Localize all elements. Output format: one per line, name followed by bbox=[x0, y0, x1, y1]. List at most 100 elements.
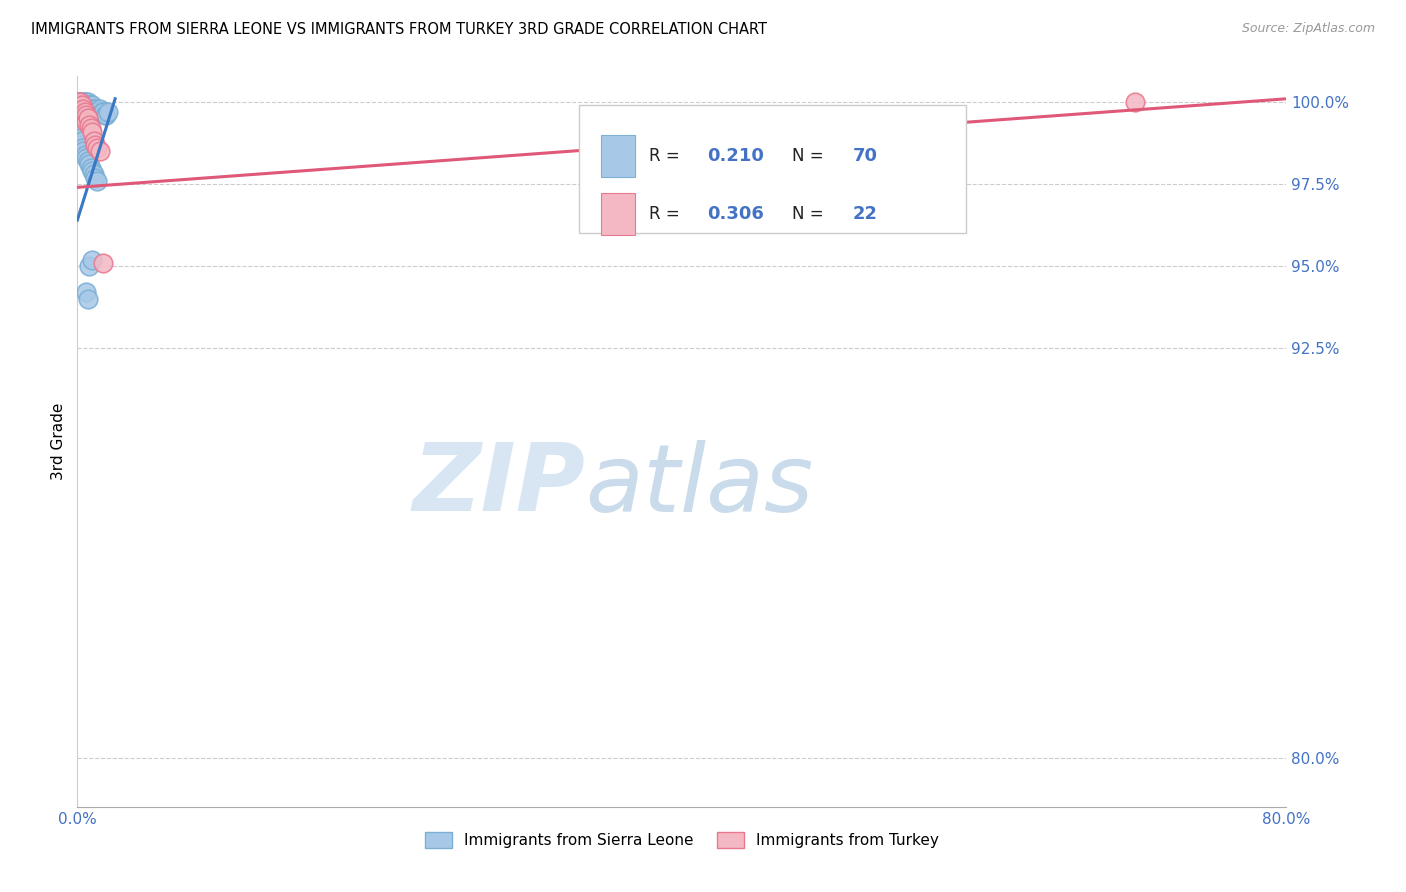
Y-axis label: 3rd Grade: 3rd Grade bbox=[51, 403, 66, 480]
Text: 0.210: 0.210 bbox=[707, 147, 765, 165]
Text: N =: N = bbox=[792, 205, 828, 223]
Point bbox=[79, 157, 101, 171]
Point bbox=[69, 95, 91, 109]
Point bbox=[83, 135, 105, 149]
Text: 70: 70 bbox=[852, 147, 877, 165]
Point bbox=[72, 95, 94, 109]
Point bbox=[82, 104, 104, 119]
Text: IMMIGRANTS FROM SIERRA LEONE VS IMMIGRANTS FROM TURKEY 3RD GRADE CORRELATION CHA: IMMIGRANTS FROM SIERRA LEONE VS IMMIGRAN… bbox=[31, 22, 766, 37]
Point bbox=[69, 95, 91, 109]
Text: 0.306: 0.306 bbox=[707, 205, 765, 223]
Point bbox=[77, 154, 100, 169]
Point bbox=[72, 104, 94, 119]
Point bbox=[82, 98, 104, 112]
Point bbox=[75, 151, 97, 165]
Point bbox=[82, 164, 104, 178]
Point bbox=[67, 128, 90, 142]
Point bbox=[79, 118, 101, 132]
Point bbox=[80, 102, 103, 116]
Point bbox=[73, 104, 96, 119]
Bar bbox=[600, 193, 634, 235]
Point bbox=[75, 114, 97, 128]
Point bbox=[72, 102, 94, 116]
Point bbox=[86, 141, 108, 155]
Point bbox=[69, 98, 91, 112]
Text: atlas: atlas bbox=[585, 440, 814, 531]
Point bbox=[82, 252, 104, 267]
Text: R =: R = bbox=[650, 147, 685, 165]
Point bbox=[77, 98, 100, 112]
Point bbox=[84, 102, 107, 116]
Text: Source: ZipAtlas.com: Source: ZipAtlas.com bbox=[1241, 22, 1375, 36]
Point bbox=[70, 98, 93, 112]
Point bbox=[69, 102, 91, 116]
Point bbox=[70, 95, 93, 109]
Point bbox=[91, 104, 114, 119]
Point bbox=[77, 292, 100, 306]
Point bbox=[96, 104, 118, 119]
Text: 22: 22 bbox=[852, 205, 877, 223]
Point bbox=[87, 104, 110, 119]
Point bbox=[67, 98, 90, 112]
Point bbox=[75, 104, 97, 119]
Point bbox=[82, 102, 104, 116]
Point bbox=[75, 102, 97, 116]
Point bbox=[72, 102, 94, 116]
FancyBboxPatch shape bbox=[579, 105, 966, 233]
Text: N =: N = bbox=[792, 147, 828, 165]
Point bbox=[67, 135, 90, 149]
Text: R =: R = bbox=[650, 205, 685, 223]
Point bbox=[83, 102, 105, 116]
Point bbox=[89, 102, 111, 116]
Point bbox=[77, 112, 100, 126]
Point bbox=[70, 141, 93, 155]
Point bbox=[91, 256, 114, 270]
Point bbox=[77, 104, 100, 119]
Point bbox=[69, 95, 91, 109]
Point bbox=[79, 104, 101, 119]
Point bbox=[84, 170, 107, 185]
Point bbox=[73, 95, 96, 109]
Point bbox=[84, 104, 107, 119]
Point bbox=[79, 259, 101, 273]
Point bbox=[67, 98, 90, 112]
Point bbox=[70, 102, 93, 116]
Point bbox=[73, 104, 96, 119]
Point bbox=[82, 125, 104, 139]
Point bbox=[67, 95, 90, 109]
Point bbox=[72, 98, 94, 112]
Point bbox=[70, 98, 93, 112]
Point bbox=[1123, 95, 1146, 109]
Point bbox=[94, 108, 117, 122]
Point bbox=[93, 108, 115, 122]
Point bbox=[75, 98, 97, 112]
Point bbox=[73, 147, 96, 161]
Point bbox=[67, 98, 90, 112]
Point bbox=[80, 161, 103, 175]
Point bbox=[69, 102, 91, 116]
Point bbox=[69, 104, 91, 119]
Point bbox=[84, 137, 107, 152]
Point bbox=[67, 102, 90, 116]
Point bbox=[89, 145, 111, 159]
Point bbox=[79, 98, 101, 112]
Point bbox=[75, 285, 97, 300]
Legend: Immigrants from Sierra Leone, Immigrants from Turkey: Immigrants from Sierra Leone, Immigrants… bbox=[419, 826, 945, 855]
Point bbox=[73, 112, 96, 126]
Point bbox=[70, 135, 93, 149]
Point bbox=[75, 108, 97, 122]
Point bbox=[70, 104, 93, 119]
Point bbox=[70, 104, 93, 119]
Point bbox=[80, 121, 103, 136]
Point bbox=[72, 108, 94, 122]
Point bbox=[90, 104, 112, 119]
Point bbox=[77, 95, 100, 109]
Text: ZIP: ZIP bbox=[412, 440, 585, 532]
Point bbox=[69, 137, 91, 152]
Point bbox=[80, 98, 103, 112]
Point bbox=[75, 95, 97, 109]
Bar bbox=[600, 135, 634, 178]
Point bbox=[83, 108, 105, 122]
Point bbox=[80, 104, 103, 119]
Point bbox=[86, 174, 108, 188]
